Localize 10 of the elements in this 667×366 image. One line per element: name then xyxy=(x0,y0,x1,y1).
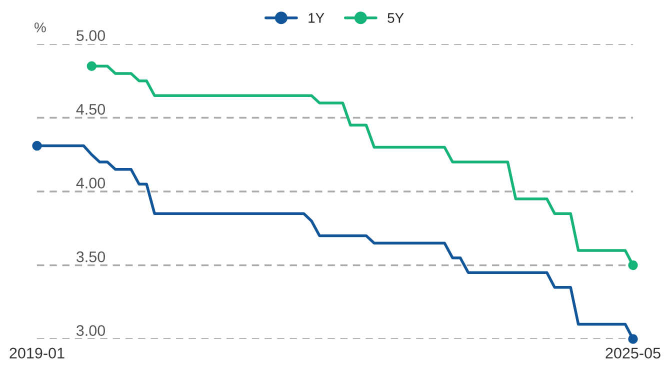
legend-label: 1Y xyxy=(308,13,324,23)
legend-label: 5Y xyxy=(388,13,404,23)
y-tick-label: 5.00 xyxy=(76,30,106,41)
y-axis-title: % xyxy=(34,22,46,32)
x-tick-label: 2019-01 xyxy=(10,348,64,359)
y-tick-label: 3.50 xyxy=(76,251,106,262)
y-tick-label: 4.50 xyxy=(76,104,106,115)
x-tick-label: 2025-05 xyxy=(606,348,660,359)
y-tick-label: 3.00 xyxy=(76,325,106,336)
y-tick-label: 4.00 xyxy=(76,178,106,188)
